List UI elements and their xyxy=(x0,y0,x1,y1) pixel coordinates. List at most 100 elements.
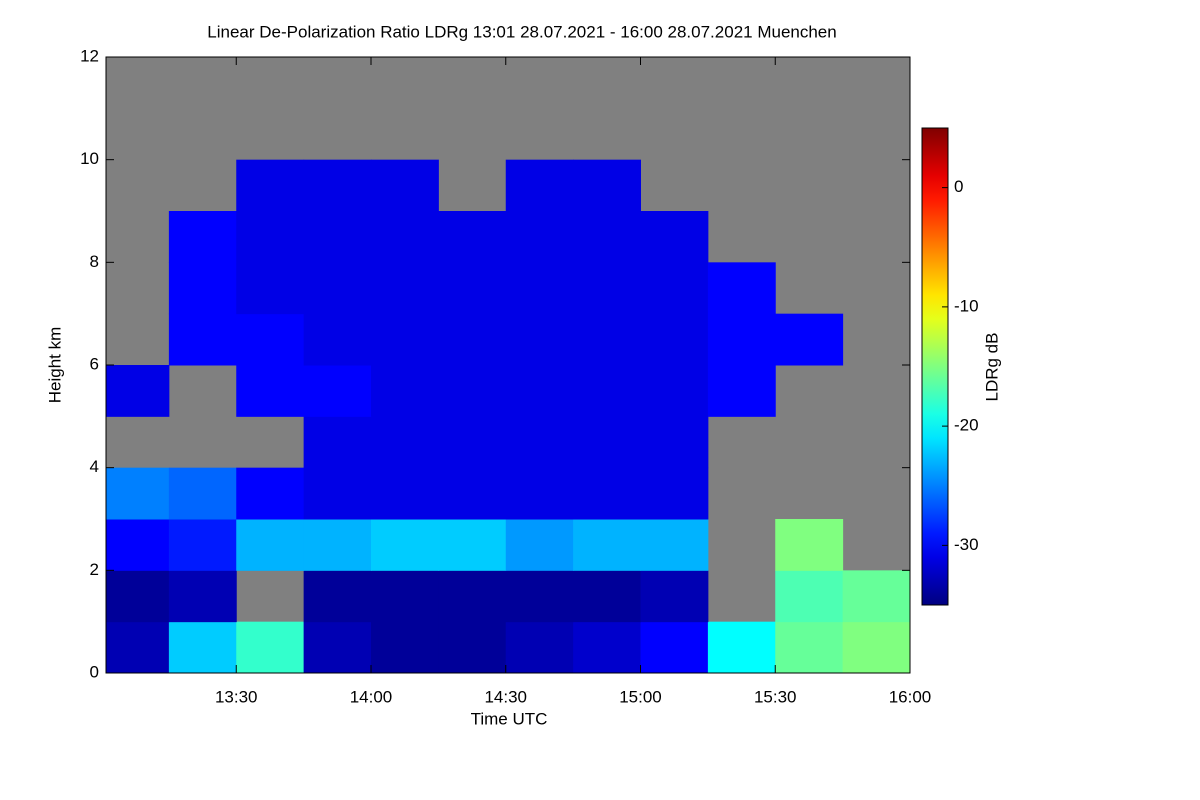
heat-cell xyxy=(438,519,507,571)
heat-cell xyxy=(438,262,507,315)
heat-cell xyxy=(438,467,507,520)
heat-cell xyxy=(303,570,372,623)
heat-cell xyxy=(573,313,641,366)
heat-cell xyxy=(438,211,507,263)
heat-cell xyxy=(573,467,641,520)
heat-cell xyxy=(370,416,439,469)
heat-cell xyxy=(168,262,237,315)
heat-cell xyxy=(842,621,911,674)
y-tick-label: 2 xyxy=(90,560,99,579)
y-tick-label: 10 xyxy=(80,149,99,168)
y-tick-label: 12 xyxy=(80,46,99,65)
x-axis-label: Time UTC xyxy=(471,709,548,728)
heat-cell xyxy=(370,621,439,674)
y-axis-label: Height km xyxy=(45,327,64,404)
heat-cell xyxy=(106,621,170,674)
heat-cell xyxy=(106,365,170,417)
heat-cell xyxy=(573,570,641,623)
heat-cell xyxy=(370,313,439,366)
heat-cell xyxy=(370,467,439,520)
heat-cell xyxy=(640,365,709,417)
heat-cell xyxy=(640,519,709,571)
x-tick-label: 16:00 xyxy=(889,687,932,706)
heat-cell xyxy=(707,262,776,315)
heat-cell xyxy=(236,313,305,366)
heat-cell xyxy=(505,313,574,366)
heat-cell xyxy=(573,519,641,571)
heat-cell xyxy=(505,467,574,520)
colorbar xyxy=(921,127,949,606)
y-tick-label: 8 xyxy=(90,252,99,271)
heat-cell xyxy=(573,621,641,674)
heat-cell xyxy=(505,211,574,263)
x-tick-label: 14:30 xyxy=(484,687,527,706)
y-tick-label: 6 xyxy=(90,354,99,373)
colorbar-tick-label: -30 xyxy=(954,535,979,554)
heat-cell xyxy=(236,262,305,315)
heat-cell xyxy=(236,621,305,674)
heat-cell xyxy=(236,211,305,263)
heat-cell xyxy=(303,621,372,674)
heat-cell xyxy=(303,416,372,469)
heat-cell xyxy=(106,519,170,571)
heat-cell xyxy=(168,570,237,623)
heat-cell xyxy=(707,313,776,366)
heat-cell xyxy=(707,621,776,674)
x-tick-label: 14:00 xyxy=(350,687,393,706)
x-tick-label: 13:30 xyxy=(215,687,258,706)
heat-cell xyxy=(505,416,574,469)
heat-cell xyxy=(640,416,709,469)
heat-cell xyxy=(640,211,709,263)
heat-cell xyxy=(438,621,507,674)
heat-cell xyxy=(236,519,305,571)
heat-cell xyxy=(303,365,372,417)
heat-cell xyxy=(505,365,574,417)
heat-cell xyxy=(438,570,507,623)
heat-cell xyxy=(303,262,372,315)
chart-title: Linear De-Polarization Ratio LDRg 13:01 … xyxy=(207,22,836,41)
heat-cell xyxy=(236,467,305,520)
y-tick-label: 4 xyxy=(90,457,99,476)
heat-cell xyxy=(573,211,641,263)
heat-cell xyxy=(168,467,237,520)
heat-cell xyxy=(168,621,237,674)
heat-cell xyxy=(370,262,439,315)
y-tick-label: 0 xyxy=(90,662,99,681)
heat-cell xyxy=(370,365,439,417)
heat-cell xyxy=(505,519,574,571)
heat-cell xyxy=(775,570,844,623)
x-tick-label: 15:00 xyxy=(619,687,662,706)
heat-cell xyxy=(303,519,372,571)
x-tick-label: 15:30 xyxy=(754,687,797,706)
heat-cell xyxy=(573,159,641,212)
colorbar-tick-label: -10 xyxy=(954,296,979,315)
heat-cell xyxy=(370,570,439,623)
heat-cell xyxy=(505,159,574,212)
heat-cell xyxy=(370,519,439,571)
heat-cell xyxy=(573,262,641,315)
heat-cell xyxy=(640,570,709,623)
heat-cell xyxy=(303,211,372,263)
heat-cell xyxy=(640,467,709,520)
heat-cell xyxy=(640,262,709,315)
heat-cell xyxy=(775,621,844,674)
heat-cell xyxy=(303,467,372,520)
heat-cell xyxy=(775,313,844,366)
heat-cell xyxy=(707,365,776,417)
heat-cell xyxy=(303,159,372,212)
heat-cell xyxy=(370,159,439,212)
heat-cell xyxy=(775,519,844,571)
heat-cell xyxy=(505,262,574,315)
colorbar-tick-label: 0 xyxy=(954,177,963,196)
heat-cell xyxy=(438,365,507,417)
heat-cell xyxy=(573,365,641,417)
heat-cell xyxy=(505,621,574,674)
heat-cell xyxy=(168,211,237,263)
heat-cell xyxy=(106,467,170,520)
heat-cell xyxy=(370,211,439,263)
heat-cell xyxy=(438,416,507,469)
heat-cell xyxy=(842,570,911,623)
heat-cell xyxy=(168,519,237,571)
heat-cell xyxy=(168,313,237,366)
